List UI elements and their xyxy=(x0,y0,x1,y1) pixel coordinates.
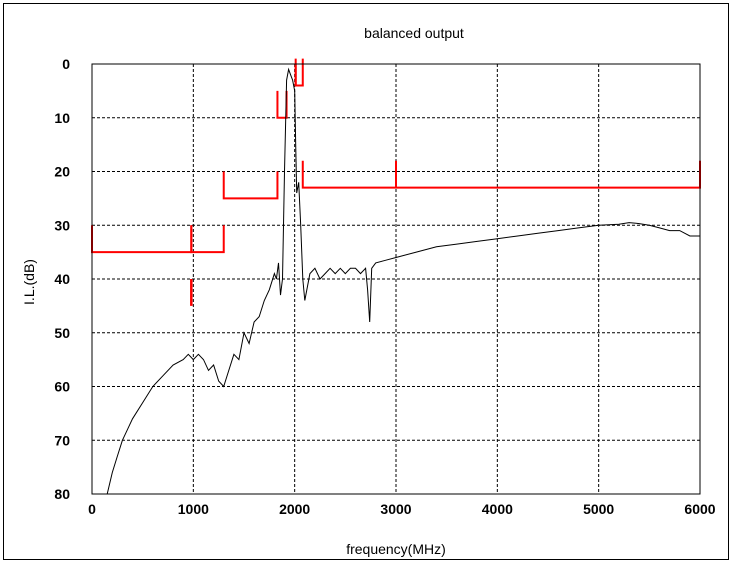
line-chart: balanced output frequency(MHz) I.L.(dB) … xyxy=(21,25,716,557)
y-tick-label: 60 xyxy=(54,379,70,395)
y-tick-label: 40 xyxy=(54,271,70,287)
y-tick-label: 20 xyxy=(54,164,70,180)
x-tick-label: 1000 xyxy=(178,501,209,517)
x-tick-label: 2000 xyxy=(279,501,310,517)
chart-frame: balanced output frequency(MHz) I.L.(dB) … xyxy=(3,3,729,560)
grid xyxy=(92,64,700,494)
data-series xyxy=(106,67,700,495)
spec-limit-segment xyxy=(190,225,225,254)
x-tick-label: 0 xyxy=(88,501,96,517)
x-tick-label: 3000 xyxy=(380,501,411,517)
spec-limit-segment xyxy=(91,225,193,254)
x-axis-title: frequency(MHz) xyxy=(346,541,446,557)
spec-limit-segment xyxy=(301,160,701,189)
plot-area xyxy=(91,63,701,495)
tick-labels: 0 1000 2000 3000 4000 5000 6000 0 10 20 30 40 50 60 70… xyxy=(54,56,715,517)
y-axis-title: I.L.(dB) xyxy=(21,259,37,305)
y-tick-label: 0 xyxy=(62,56,70,72)
y-tick-label: 80 xyxy=(54,486,70,502)
y-tick-label: 70 xyxy=(54,432,70,448)
chart-title: balanced output xyxy=(364,25,464,41)
spec-limit-segment xyxy=(276,90,288,119)
y-tick-label: 10 xyxy=(54,110,70,126)
spec-limit-segment xyxy=(222,171,279,200)
x-tick-label: 5000 xyxy=(583,501,614,517)
spec-limit-segment xyxy=(294,58,304,87)
y-tick-label: 30 xyxy=(54,217,70,233)
x-tick-label: 6000 xyxy=(684,501,715,517)
y-tick-label: 50 xyxy=(54,325,70,341)
x-tick-label: 4000 xyxy=(482,501,513,517)
series-line xyxy=(106,67,700,495)
